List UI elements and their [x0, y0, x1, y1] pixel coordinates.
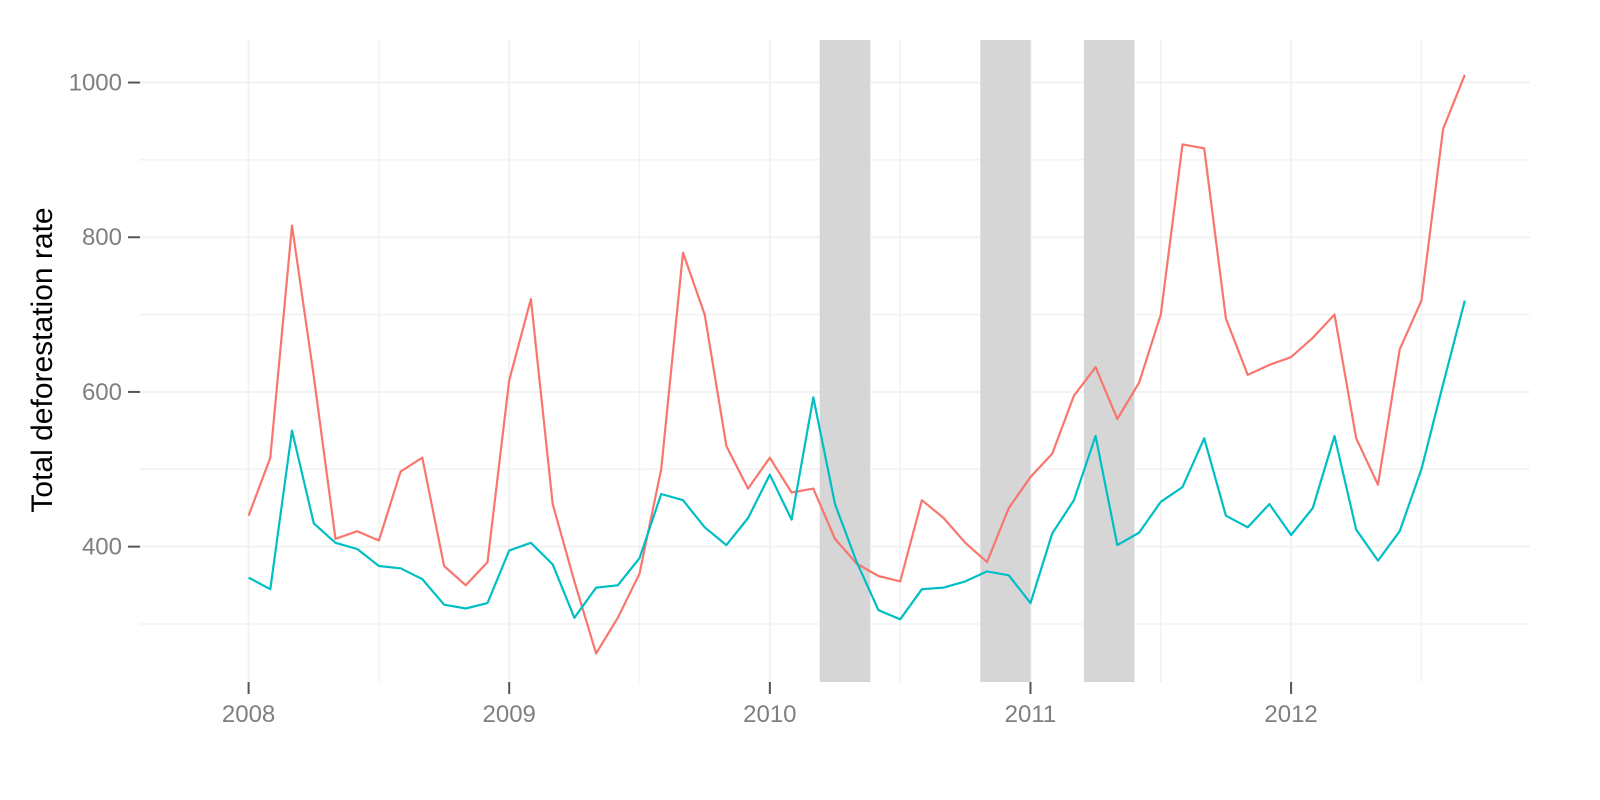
y-tick-label: 1000 [69, 70, 122, 97]
shaded-period [819, 40, 871, 682]
shaded-period [1083, 40, 1135, 682]
y-tick-label: 800 [82, 224, 122, 251]
x-tick-label: 2008 [222, 701, 275, 728]
x-tick-label: 2012 [1264, 701, 1317, 728]
x-tick-label: 2010 [743, 701, 796, 728]
shaded-period [980, 40, 1031, 682]
series-line-2 [248, 300, 1466, 621]
data-series [247, 74, 1466, 655]
x-tick-label: 2009 [483, 701, 536, 728]
axes: 400 600 800 1000 2008 2009 2010 2011 2012 [69, 70, 1318, 728]
y-tick-label: 600 [82, 379, 122, 406]
x-tick-label: 2011 [1005, 701, 1057, 728]
y-tick-label: 400 [82, 534, 122, 561]
y-axis-title: Total deforestation rate [26, 207, 59, 512]
